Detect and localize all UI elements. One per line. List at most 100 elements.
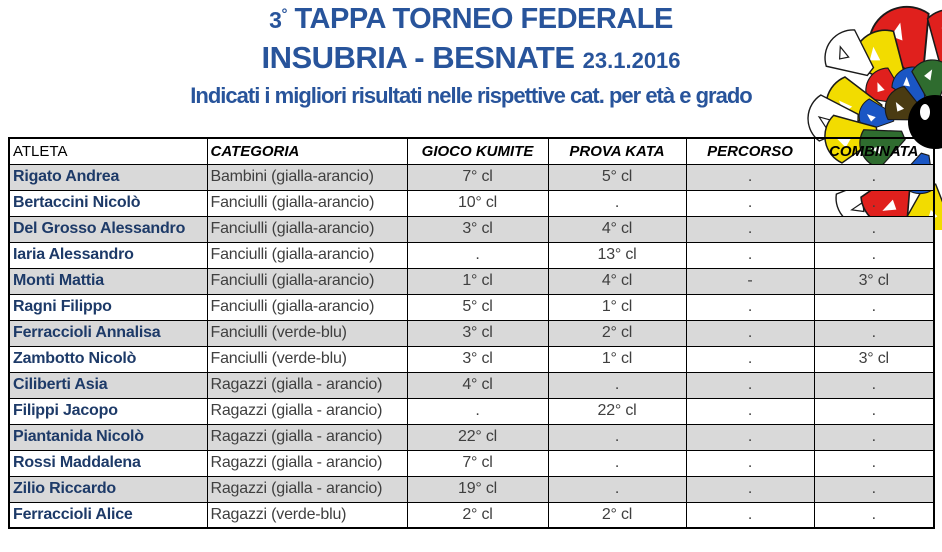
- table-row: Ferraccioli Alice Ragazzi (verde-blu) 2° c…: [8, 501, 935, 529]
- cell-combinata: .: [813, 423, 935, 451]
- edition-number: 3: [269, 7, 282, 33]
- cell-gioco_kumite: 10° cl: [406, 189, 549, 217]
- cell-percorso: .: [685, 293, 815, 321]
- cell-percorso: -: [685, 267, 815, 295]
- column-header-atleta: ATLETA: [8, 137, 208, 165]
- column-header-categoria: CATEGORIA: [206, 137, 408, 165]
- cell-percorso: .: [685, 345, 815, 373]
- table-row: Ferraccioli Annalisa Fanciulli (verde-blu…: [8, 319, 935, 347]
- table-row: Monti Mattia Fanciulli (gialla-arancio) 1°…: [8, 267, 935, 295]
- cell-gioco_kumite: .: [406, 241, 549, 269]
- cell-combinata: .: [813, 397, 935, 425]
- cell-gioco_kumite: 3° cl: [406, 215, 549, 243]
- degree-symbol: °: [281, 6, 287, 23]
- cell-prova_kata: .: [547, 423, 687, 451]
- cell-prova_kata: 2° cl: [547, 319, 687, 347]
- cell-categoria: Bambini (gialla-arancio): [206, 163, 408, 191]
- cell-categoria: Ragazzi (gialla - arancio): [206, 397, 408, 425]
- cell-percorso: .: [685, 423, 815, 451]
- cell-percorso: .: [685, 475, 815, 503]
- cell-prova_kata: 4° cl: [547, 215, 687, 243]
- cell-categoria: Fanciulli (verde-blu): [206, 345, 408, 373]
- table-header-row: ATLETA CATEGORIA GIOCO KUMITE PROVA KATA PER…: [8, 137, 935, 165]
- cell-categoria: Fanciulli (verde-blu): [206, 319, 408, 347]
- cell-combinata: .: [813, 319, 935, 347]
- cell-gioco_kumite: 2° cl: [406, 501, 549, 529]
- cell-categoria: Ragazzi (gialla - arancio): [206, 475, 408, 503]
- location-text: INSUBRIA - BESNATE: [261, 39, 575, 75]
- column-header-percorso: PERCORSO: [685, 137, 815, 165]
- cell-prova_kata: .: [547, 371, 687, 399]
- cell-combinata: .: [813, 293, 935, 321]
- cell-gioco_kumite: 5° cl: [406, 293, 549, 321]
- cell-gioco_kumite: 22° cl: [406, 423, 549, 451]
- cell-combinata: .: [813, 163, 935, 191]
- cell-categoria: Ragazzi (gialla - arancio): [206, 423, 408, 451]
- cell-percorso: .: [685, 189, 815, 217]
- cell-combinata: 3° cl: [813, 345, 935, 373]
- cell-atleta: Monti Mattia: [8, 267, 208, 295]
- table-row: Zambotto Nicolò Fanciulli (verde-blu) 3° c…: [8, 345, 935, 373]
- table-row: Filippi Jacopo Ragazzi (gialla - arancio)…: [8, 397, 935, 425]
- cell-percorso: .: [685, 241, 815, 269]
- table-row: Ragni Filippo Fanciulli (gialla-arancio) 5…: [8, 293, 935, 321]
- results-table-wrapper: ATLETA CATEGORIA GIOCO KUMITE PROVA KATA PER…: [8, 137, 935, 529]
- cell-prova_kata: 1° cl: [547, 293, 687, 321]
- table-row: Iaria Alessandro Fanciulli (gialla-aranci…: [8, 241, 935, 269]
- cell-percorso: .: [685, 215, 815, 243]
- cell-prova_kata: 1° cl: [547, 345, 687, 373]
- cell-prova_kata: 4° cl: [547, 267, 687, 295]
- cell-atleta: Rossi Maddalena: [8, 449, 208, 477]
- cell-combinata: .: [813, 371, 935, 399]
- cell-atleta: Ferraccioli Annalisa: [8, 319, 208, 347]
- cell-percorso: .: [685, 319, 815, 347]
- cell-atleta: Piantanida Nicolò: [8, 423, 208, 451]
- event-date: 23.1.2016: [582, 47, 681, 73]
- table-row: Rigato Andrea Bambini (gialla-arancio) 7° …: [8, 163, 935, 191]
- cell-percorso: .: [685, 371, 815, 399]
- cell-atleta: Iaria Alessandro: [8, 241, 208, 269]
- page-subtitle-location: INSUBRIA - BESNATE 23.1.2016: [0, 39, 942, 76]
- cell-atleta: Bertaccini Nicolò: [8, 189, 208, 217]
- results-table: ATLETA CATEGORIA GIOCO KUMITE PROVA KATA PER…: [8, 137, 935, 529]
- cell-gioco_kumite: .: [406, 397, 549, 425]
- cell-prova_kata: 5° cl: [547, 163, 687, 191]
- cell-gioco_kumite: 3° cl: [406, 319, 549, 347]
- cell-categoria: Fanciulli (gialla-arancio): [206, 267, 408, 295]
- cell-prova_kata: .: [547, 449, 687, 477]
- cell-percorso: .: [685, 449, 815, 477]
- title-block: 3° TAPPA TORNEO FEDERALE INSUBRIA - BESN…: [0, 2, 942, 109]
- table-row: Ciliberti Asia Ragazzi (gialla - arancio)…: [8, 371, 935, 399]
- cell-atleta: Zilio Riccardo: [8, 475, 208, 503]
- cell-prova_kata: 13° cl: [547, 241, 687, 269]
- cell-percorso: .: [685, 397, 815, 425]
- cell-combinata: .: [813, 449, 935, 477]
- cell-categoria: Fanciulli (gialla-arancio): [206, 189, 408, 217]
- page-title: 3° TAPPA TORNEO FEDERALE: [0, 2, 942, 37]
- cell-combinata: .: [813, 215, 935, 243]
- cell-atleta: Ciliberti Asia: [8, 371, 208, 399]
- cell-combinata: .: [813, 475, 935, 503]
- cell-prova_kata: 22° cl: [547, 397, 687, 425]
- cell-gioco_kumite: 3° cl: [406, 345, 549, 373]
- cell-gioco_kumite: 7° cl: [406, 163, 549, 191]
- cell-categoria: Ragazzi (verde-blu): [206, 501, 408, 529]
- cell-combinata: .: [813, 241, 935, 269]
- cell-percorso: .: [685, 501, 815, 529]
- column-header-combinata: COMBINATA: [813, 137, 935, 165]
- cell-atleta: Ragni Filippo: [8, 293, 208, 321]
- cell-percorso: .: [685, 163, 815, 191]
- cell-gioco_kumite: 4° cl: [406, 371, 549, 399]
- cell-atleta: Del Grosso Alessandro: [8, 215, 208, 243]
- cell-atleta: Zambotto Nicolò: [8, 345, 208, 373]
- column-header-prova_kata: PROVA KATA: [547, 137, 687, 165]
- cell-prova_kata: .: [547, 189, 687, 217]
- cell-categoria: Ragazzi (gialla - arancio): [206, 449, 408, 477]
- cell-gioco_kumite: 7° cl: [406, 449, 549, 477]
- cell-atleta: Rigato Andrea: [8, 163, 208, 191]
- cell-atleta: Filippi Jacopo: [8, 397, 208, 425]
- cell-categoria: Ragazzi (gialla - arancio): [206, 371, 408, 399]
- cell-atleta: Ferraccioli Alice: [8, 501, 208, 529]
- table-row: Rossi Maddalena Ragazzi (gialla - arancio…: [8, 449, 935, 477]
